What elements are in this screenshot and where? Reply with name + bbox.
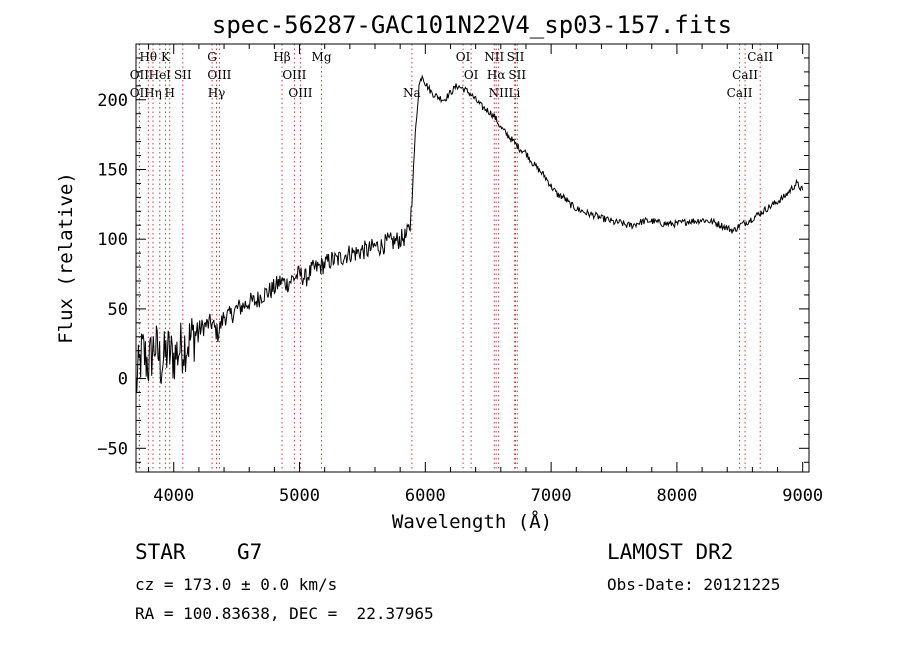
spectral-line-label: NII xyxy=(484,50,504,64)
x-tick-label: 5000 xyxy=(279,486,320,506)
y-tick-label: −50 xyxy=(97,439,128,459)
spectral-line-label: OIII xyxy=(288,86,312,100)
x-tick-label: 7000 xyxy=(531,486,572,506)
y-axis-ticks: −50 0 50 100 150 200 xyxy=(97,57,809,463)
spectral-line-label: CaII xyxy=(747,50,773,64)
chart-title: spec-56287-GAC101N22V4_sp03-157.fits xyxy=(212,11,732,39)
spectral-line-label: H xyxy=(164,86,174,100)
y-tick-label: 50 xyxy=(108,300,128,320)
x-tick-label: 4000 xyxy=(153,486,194,506)
redshift-info: cz = 173.0 ± 0.0 km/s xyxy=(135,575,338,594)
spectral-line-label: Na xyxy=(403,86,421,100)
y-tick-label: 100 xyxy=(97,230,128,250)
survey-name: LAMOST DR2 xyxy=(607,540,734,564)
x-axis-ticks: 4000 5000 6000 7000 8000 9000 xyxy=(148,44,823,506)
spectral-line-markers xyxy=(138,44,761,472)
y-tick-label: 200 xyxy=(97,91,128,111)
coordinates: RA = 100.83638, DEC = 22.37965 xyxy=(135,604,434,623)
x-tick-label: 8000 xyxy=(656,486,697,506)
spectral-line-label: HeI xyxy=(149,68,172,82)
spectral-line-label: CaII xyxy=(727,86,753,100)
spectral-line-label: Mg xyxy=(312,50,332,64)
spectral-line-label: OII xyxy=(130,86,150,100)
spectral-line-label: Hβ xyxy=(273,50,290,64)
y-axis-label: Flux (relative) xyxy=(55,172,77,344)
object-class: STAR xyxy=(135,540,186,564)
spectral-line-label: OI xyxy=(464,68,479,82)
spectral-line-label: K xyxy=(161,50,171,64)
spectral-line-label: G xyxy=(207,50,217,64)
spectral-line-label: SII xyxy=(508,68,526,82)
spectral-line-label: OII xyxy=(130,68,150,82)
plot-frame xyxy=(135,43,810,473)
spectral-line-label: Hα xyxy=(487,68,506,82)
spectral-line-label: Hθ xyxy=(139,50,157,64)
spectral-line-label: SII xyxy=(507,50,525,64)
spectral-line-label: OIII xyxy=(282,68,306,82)
x-tick-label: 9000 xyxy=(782,486,823,506)
y-tick-label: 0 xyxy=(118,370,128,390)
spectral-line-label: Li xyxy=(508,86,520,100)
spectral-line-label: Hγ xyxy=(208,86,226,100)
object-subclass: G7 xyxy=(237,540,263,564)
observation-date: Obs-Date: 20121225 xyxy=(607,575,781,594)
x-tick-label: 6000 xyxy=(405,486,446,506)
spectral-line-label: CaII xyxy=(732,68,758,82)
y-tick-label: 150 xyxy=(97,160,128,180)
spectral-line-label: OIII xyxy=(207,68,231,82)
spectral-line-label: NII xyxy=(489,86,509,100)
x-axis-label: Wavelength (Å) xyxy=(392,510,552,533)
spectral-line-label: OI xyxy=(456,50,471,64)
spectral-line-label: Hη xyxy=(144,86,162,100)
spectral-line-label: SII xyxy=(174,68,192,82)
spectrum-line xyxy=(135,74,804,393)
